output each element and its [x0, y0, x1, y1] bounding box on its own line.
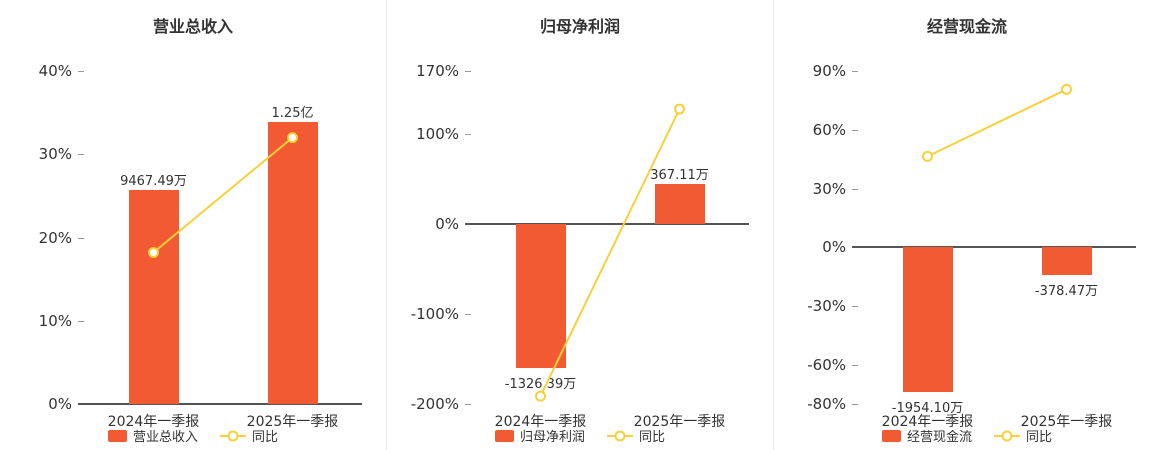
- x-axis-category-label: 2024年一季报: [107, 414, 200, 430]
- legend: 归母净利润 同比: [387, 426, 773, 445]
- bar-value-label: 1.25亿: [271, 105, 314, 121]
- y-axis-tick: [852, 364, 858, 366]
- legend-item-yoy[interactable]: 同比: [607, 426, 665, 445]
- legend: 营业总收入 同比: [0, 426, 386, 445]
- chart-panel-revenue: 营业总收入 营业总收入 同比 0% 10% 20% 30% 40% 9467.49万 1.2…: [0, 0, 386, 450]
- y-axis-tick-label: -200%: [410, 395, 459, 413]
- y-axis-tick: [852, 306, 858, 308]
- bar-0[interactable]: [128, 190, 179, 404]
- legend: 经营现金流 同比: [774, 426, 1160, 445]
- yoy-line-marker: [1061, 83, 1072, 95]
- chart-title-net-profit: 归母净利润: [539, 17, 620, 36]
- bar-0[interactable]: [515, 224, 566, 368]
- legend-item-cash-flow[interactable]: 经营现金流: [881, 426, 972, 445]
- zero-axis-line: [852, 246, 1136, 249]
- y-axis-tick-label: 100%: [416, 125, 459, 143]
- y-axis-tick-label: 40%: [38, 62, 72, 80]
- bar-series-swatch-icon: [881, 429, 901, 442]
- line-series-swatch-icon: [994, 430, 1020, 441]
- zero-axis-line: [78, 403, 362, 405]
- y-axis-tick: [852, 188, 858, 190]
- zero-axis-line: [465, 223, 749, 225]
- y-axis-tick-label: 10%: [38, 311, 72, 330]
- chart-panel-net-profit: 归母净利润 归母净利润 同比 -200% -100% 0% 100% 170% -1326…: [386, 0, 773, 450]
- y-axis-tick: [852, 71, 858, 72]
- legend-item-yoy[interactable]: 同比: [220, 426, 278, 445]
- legend-line-label: 同比: [1026, 430, 1053, 445]
- y-axis-tick: [78, 71, 84, 72]
- x-axis-category-label: 2025年一季报: [633, 414, 726, 430]
- legend-line-label: 同比: [252, 430, 279, 445]
- y-axis-tick: [465, 314, 471, 315]
- chart-title-revenue: 营业总收入: [152, 17, 233, 36]
- y-axis-tick: [852, 404, 858, 405]
- legend-bar-label: 营业总收入: [132, 430, 198, 445]
- line-series-swatch-icon: [607, 430, 633, 441]
- bar-value-label: -1954.10万: [891, 401, 964, 417]
- bar-series-swatch-icon: [494, 429, 514, 442]
- yoy-line-path: [927, 88, 1067, 158]
- yoy-line-marker: [922, 150, 933, 162]
- bar-value-label: 9467.49万: [120, 174, 187, 190]
- x-axis-category-label: 2025年一季报: [1020, 414, 1113, 430]
- line-series-swatch-icon: [220, 430, 246, 441]
- legend-item-net-profit[interactable]: 归母净利润: [494, 426, 585, 445]
- chart-title-operating-cash-flow: 经营现金流: [926, 17, 1007, 36]
- legend-item-revenue[interactable]: 营业总收入: [107, 426, 198, 445]
- yoy-line-marker: [535, 390, 546, 402]
- bar-1[interactable]: [1041, 247, 1092, 276]
- y-axis-tick: [78, 237, 84, 239]
- x-axis-category-label: 2025年一季报: [246, 414, 339, 430]
- x-axis-category-label: 2024年一季报: [881, 414, 974, 430]
- legend-bar-label: 经营现金流: [906, 430, 972, 445]
- y-axis-tick: [78, 320, 84, 322]
- y-axis-tick-label: -30%: [807, 297, 846, 316]
- bar-value-label: -378.47万: [1034, 284, 1099, 300]
- y-axis-tick-label: -80%: [807, 395, 846, 413]
- y-axis-tick-label: 0%: [48, 395, 72, 413]
- line-marker-icon: [1001, 430, 1013, 441]
- x-axis-category-label: 2024年一季报: [494, 414, 587, 430]
- y-axis-tick-label: -100%: [410, 305, 459, 323]
- legend-item-yoy[interactable]: 同比: [994, 426, 1052, 445]
- y-axis-tick-label: 60%: [812, 120, 846, 139]
- y-axis-tick: [465, 404, 471, 405]
- y-axis-tick-label: 20%: [38, 228, 72, 247]
- y-axis-tick: [465, 71, 471, 72]
- line-marker-icon: [614, 430, 626, 441]
- yoy-line-marker: [674, 103, 685, 115]
- y-axis-tick-label: 170%: [416, 62, 459, 80]
- y-axis-tick: [852, 129, 858, 131]
- bar-value-label: 367.11万: [650, 168, 709, 184]
- y-axis-tick-label: 30%: [812, 179, 846, 198]
- y-axis-tick-label: 0%: [435, 215, 459, 233]
- y-axis-tick: [465, 134, 471, 135]
- bar-1[interactable]: [267, 121, 318, 404]
- y-axis-tick-label: 90%: [812, 62, 846, 80]
- chart-panel-operating-cash-flow: 经营现金流 经营现金流 同比 -80% -60% -30% 0% 30% 60% 90% -1…: [773, 0, 1160, 450]
- y-axis-tick: [78, 154, 84, 156]
- bar-0[interactable]: [902, 247, 953, 393]
- legend-bar-label: 归母净利润: [519, 430, 585, 445]
- line-marker-icon: [227, 430, 239, 441]
- legend-line-label: 同比: [639, 430, 666, 445]
- bar-series-swatch-icon: [107, 429, 127, 442]
- bar-1[interactable]: [654, 184, 705, 224]
- bar-value-label: -1326.39万: [504, 377, 577, 392]
- y-axis-tick-label: 30%: [38, 145, 72, 164]
- y-axis-tick-label: -60%: [807, 355, 846, 374]
- y-axis-tick-label: 0%: [822, 238, 846, 257]
